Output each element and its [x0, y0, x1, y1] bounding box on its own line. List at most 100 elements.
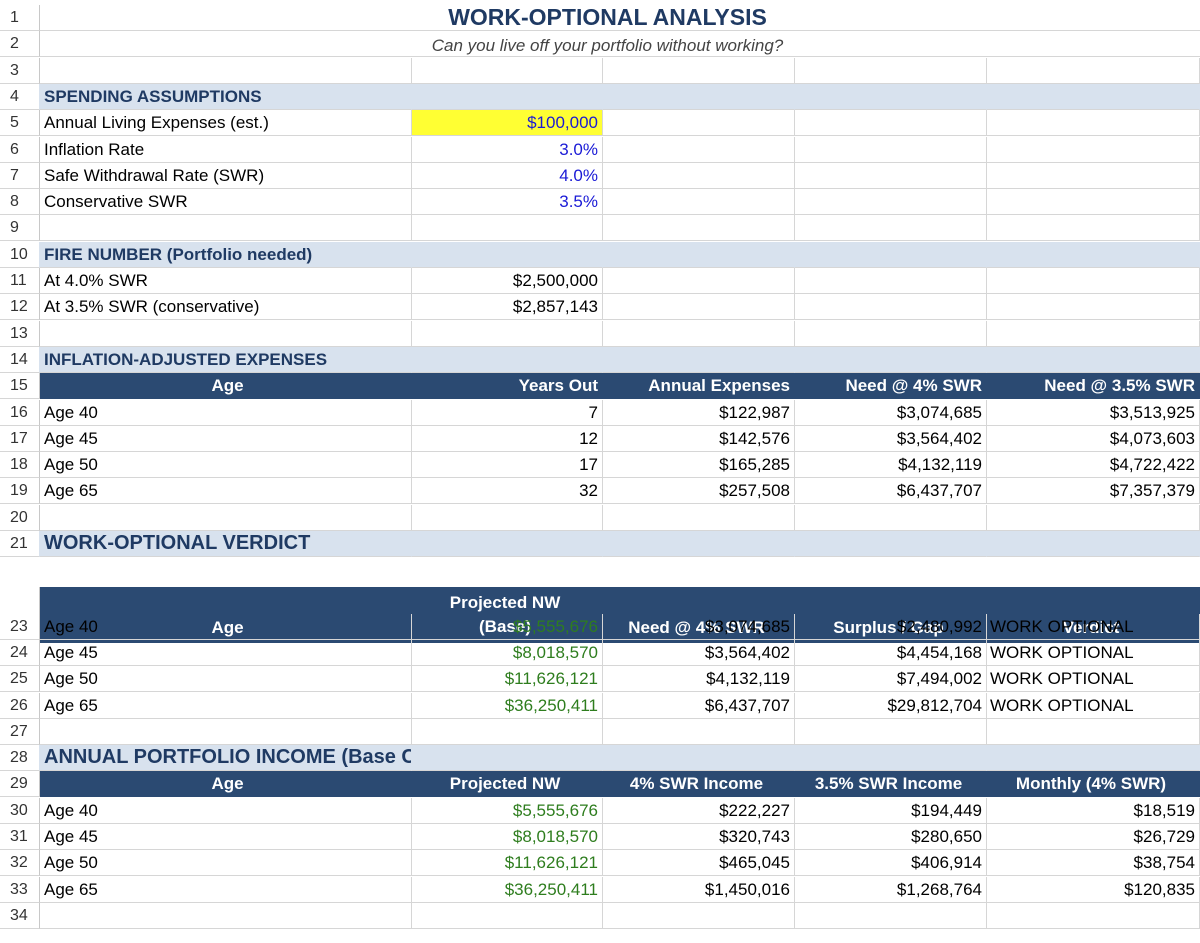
table-cell[interactable]: $120,835 — [987, 877, 1200, 903]
row-number[interactable]: 16 — [0, 400, 40, 426]
row-number[interactable]: 3 — [0, 58, 40, 84]
empty-cell[interactable] — [795, 163, 987, 189]
assumption-label[interactable]: Inflation Rate — [40, 137, 412, 163]
row-number[interactable]: 10 — [0, 242, 40, 268]
row-number[interactable]: 21 — [0, 531, 40, 557]
table-cell[interactable]: $122,987 — [603, 400, 795, 426]
empty-cell[interactable] — [603, 110, 795, 136]
table-cell[interactable]: 12 — [412, 426, 603, 452]
age-cell[interactable]: Age 65 — [40, 478, 412, 504]
empty-cell[interactable] — [603, 58, 795, 84]
empty-cell[interactable] — [40, 903, 412, 929]
empty-cell[interactable] — [40, 321, 412, 347]
fire-label[interactable]: At 3.5% SWR (conservative) — [40, 294, 412, 320]
section-heading[interactable]: ANNUAL PORTFOLIO INCOME (Base Case) — [40, 745, 412, 771]
empty-cell[interactable] — [412, 719, 603, 745]
empty-cell[interactable] — [795, 58, 987, 84]
column-header[interactable]: Years Out — [412, 373, 603, 399]
empty-cell[interactable] — [603, 163, 795, 189]
empty-cell[interactable] — [987, 347, 1200, 373]
column-header[interactable]: Need @ 3.5% SWR — [987, 373, 1200, 399]
projected-nw-cell[interactable]: $11,626,121 — [412, 666, 603, 692]
row-number[interactable]: 11 — [0, 268, 40, 294]
projected-nw-cell[interactable]: $8,018,570 — [412, 640, 603, 666]
row-number[interactable]: 12 — [0, 294, 40, 320]
row-number[interactable]: 30 — [0, 798, 40, 824]
age-cell[interactable]: Age 65 — [40, 693, 412, 719]
assumption-value[interactable]: 3.0% — [412, 137, 603, 163]
empty-cell[interactable] — [987, 137, 1200, 163]
empty-cell[interactable] — [40, 505, 412, 531]
table-cell[interactable]: $26,729 — [987, 824, 1200, 850]
empty-cell[interactable] — [412, 531, 603, 557]
row-number[interactable]: 32 — [0, 850, 40, 876]
empty-cell[interactable] — [987, 84, 1200, 110]
table-cell[interactable]: $2,480,992 — [795, 614, 987, 640]
empty-cell[interactable] — [40, 58, 412, 84]
row-number[interactable]: 34 — [0, 903, 40, 929]
row-number[interactable]: 17 — [0, 426, 40, 452]
row-number[interactable]: 2 — [0, 31, 40, 57]
column-header[interactable]: Projected NW (Base) — [412, 587, 603, 643]
empty-cell[interactable] — [987, 505, 1200, 531]
row-number[interactable]: 23 — [0, 614, 40, 640]
fire-value[interactable]: $2,500,000 — [412, 268, 603, 294]
projected-nw-cell[interactable]: $8,018,570 — [412, 824, 603, 850]
table-cell[interactable]: $320,743 — [603, 824, 795, 850]
empty-cell[interactable] — [412, 58, 603, 84]
table-cell[interactable]: $194,449 — [795, 798, 987, 824]
empty-cell[interactable] — [40, 719, 412, 745]
empty-cell[interactable] — [603, 903, 795, 929]
row-number[interactable]: 27 — [0, 719, 40, 745]
empty-cell[interactable] — [603, 189, 795, 215]
empty-cell[interactable] — [795, 110, 987, 136]
empty-cell[interactable] — [795, 189, 987, 215]
assumption-value[interactable]: $100,000 — [412, 110, 603, 136]
row-number[interactable]: 31 — [0, 824, 40, 850]
empty-cell[interactable] — [412, 505, 603, 531]
empty-cell[interactable] — [795, 321, 987, 347]
table-cell[interactable]: $4,722,422 — [987, 452, 1200, 478]
empty-cell[interactable] — [603, 84, 795, 110]
table-cell[interactable]: $6,437,707 — [603, 693, 795, 719]
row-number[interactable]: 5 — [0, 110, 40, 136]
column-header[interactable]: Projected NW — [412, 771, 603, 797]
table-cell[interactable]: $280,650 — [795, 824, 987, 850]
table-cell[interactable]: $3,074,685 — [795, 400, 987, 426]
empty-cell[interactable] — [795, 215, 987, 241]
merged-cell[interactable] — [40, 5, 1200, 31]
section-heading[interactable]: SPENDING ASSUMPTIONS — [40, 84, 412, 110]
table-cell[interactable]: $7,357,379 — [987, 478, 1200, 504]
age-cell[interactable]: Age 45 — [40, 824, 412, 850]
table-cell[interactable]: $1,268,764 — [795, 877, 987, 903]
table-cell[interactable]: $142,576 — [603, 426, 795, 452]
empty-cell[interactable] — [987, 531, 1200, 557]
empty-cell[interactable] — [987, 215, 1200, 241]
empty-cell[interactable] — [412, 242, 603, 268]
column-header[interactable]: Need @ 4% SWR — [795, 373, 987, 399]
empty-cell[interactable] — [987, 58, 1200, 84]
row-number[interactable]: 9 — [0, 215, 40, 241]
empty-cell[interactable] — [603, 242, 795, 268]
age-cell[interactable]: Age 40 — [40, 400, 412, 426]
empty-cell[interactable] — [603, 347, 795, 373]
row-number[interactable]: 25 — [0, 666, 40, 692]
column-header[interactable]: Monthly (4% SWR) — [987, 771, 1200, 797]
empty-cell[interactable] — [987, 268, 1200, 294]
fire-label[interactable]: At 4.0% SWR — [40, 268, 412, 294]
row-number[interactable]: 28 — [0, 745, 40, 771]
empty-cell[interactable] — [412, 745, 603, 771]
empty-cell[interactable] — [795, 719, 987, 745]
column-header[interactable]: Age — [40, 373, 412, 399]
row-number[interactable]: 14 — [0, 347, 40, 373]
projected-nw-cell[interactable]: $5,555,676 — [412, 798, 603, 824]
column-header[interactable]: Annual Expenses — [603, 373, 795, 399]
empty-cell[interactable] — [603, 745, 795, 771]
table-cell[interactable]: $165,285 — [603, 452, 795, 478]
row-number[interactable]: 15 — [0, 373, 40, 399]
empty-cell[interactable] — [603, 321, 795, 347]
table-cell[interactable]: $4,073,603 — [987, 426, 1200, 452]
assumption-label[interactable]: Safe Withdrawal Rate (SWR) — [40, 163, 412, 189]
age-cell[interactable]: Age 50 — [40, 666, 412, 692]
age-cell[interactable]: Age 45 — [40, 426, 412, 452]
